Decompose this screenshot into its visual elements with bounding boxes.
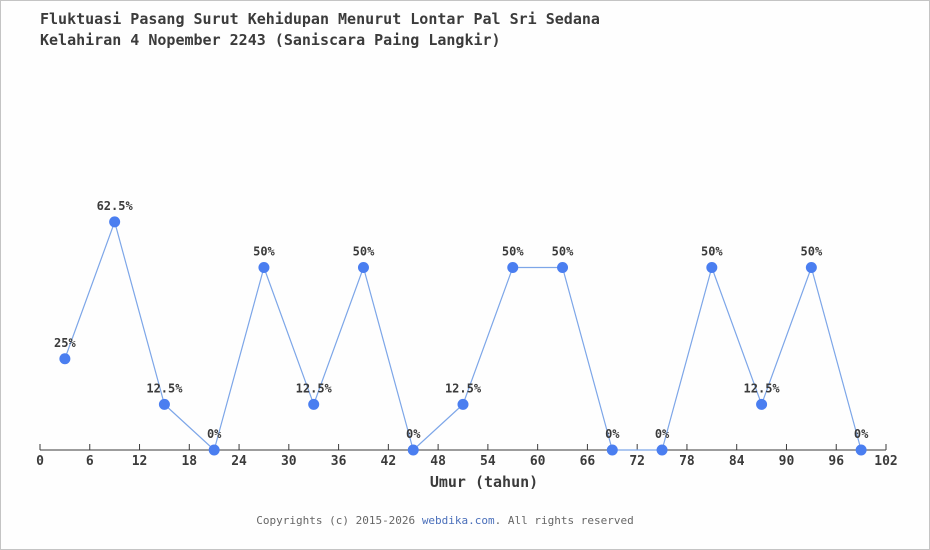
- data-point-marker: [756, 398, 768, 410]
- x-axis-tick-label: 96: [828, 454, 844, 469]
- data-point-marker: [557, 262, 569, 273]
- x-axis-tick-label: 78: [679, 454, 695, 469]
- data-point-marker: [855, 444, 867, 456]
- x-axis-tick-label: 0: [36, 454, 44, 469]
- chart-title-line2: Kelahiran 4 Nopember 2243 (Saniscara Pai…: [40, 31, 501, 49]
- data-point-label: 50%: [552, 245, 574, 259]
- x-axis-tick-label: 12: [132, 454, 148, 469]
- data-point-label: 50%: [502, 245, 524, 259]
- data-point-marker: [258, 262, 270, 273]
- data-point-marker: [507, 262, 519, 273]
- x-axis-tick-label: 66: [580, 454, 596, 469]
- chart-title: Fluktuasi Pasang Surut Kehidupan Menurut…: [40, 9, 600, 51]
- data-point-marker: [805, 262, 817, 273]
- data-point-label: 0%: [406, 427, 421, 441]
- data-point-label: 0%: [854, 427, 869, 441]
- data-point-label: 50%: [801, 245, 823, 259]
- x-axis-tick-label: 84: [729, 454, 745, 469]
- x-axis-tick-label: 6: [86, 454, 94, 469]
- data-point-label: 50%: [701, 245, 723, 259]
- data-line: [64, 219, 862, 452]
- data-point-marker: [457, 398, 469, 410]
- copyright-text-prefix: Copyrights (c) 2015-2026: [256, 514, 422, 527]
- x-axis-tick-label: 54: [480, 454, 496, 469]
- x-axis-tick-label: 72: [629, 454, 645, 469]
- data-point-label: 62.5%: [97, 199, 134, 213]
- copyright-footer: Copyrights (c) 2015-2026 webdika.com. Al…: [0, 514, 890, 527]
- x-axis-title: Umur (tahun): [430, 473, 538, 491]
- data-point-label: 12.5%: [296, 381, 333, 395]
- data-point-marker: [59, 353, 71, 365]
- x-axis-tick-label: 60: [530, 454, 546, 469]
- x-axis-tick-label: 36: [331, 454, 347, 469]
- x-axis-tick-label: 30: [281, 454, 297, 469]
- x-axis-tick-label: 102: [874, 454, 897, 469]
- x-axis-tick-label: 48: [430, 454, 446, 469]
- data-point-marker: [656, 444, 668, 456]
- data-point-label: 0%: [207, 427, 222, 441]
- data-point-marker: [357, 262, 369, 273]
- data-point-marker: [308, 398, 320, 410]
- data-point-label: 0%: [655, 427, 670, 441]
- data-point-marker: [208, 444, 220, 456]
- data-point-label: 12.5%: [445, 381, 482, 395]
- data-point-marker: [158, 398, 170, 410]
- data-point-marker: [407, 444, 419, 456]
- copyright-text-suffix: . All rights reserved: [494, 514, 634, 527]
- x-axis-tick-label: 24: [231, 454, 247, 469]
- data-point-label: 12.5%: [146, 381, 183, 395]
- webdika-link[interactable]: webdika.com: [421, 514, 495, 527]
- data-point-label: 50%: [253, 245, 275, 259]
- x-axis-tick-label: 90: [779, 454, 795, 469]
- x-axis-tick-label: 18: [181, 454, 197, 469]
- data-point-marker: [706, 262, 718, 273]
- x-axis-tick-label: 42: [381, 454, 397, 469]
- data-point-label: 0%: [605, 427, 620, 441]
- data-point-label: 25%: [54, 336, 76, 350]
- data-point-marker: [109, 216, 121, 228]
- data-point-label: 50%: [353, 245, 375, 259]
- chart-title-line1: Fluktuasi Pasang Surut Kehidupan Menurut…: [40, 10, 600, 28]
- data-point-label: 12.5%: [744, 381, 781, 395]
- data-point-marker: [606, 444, 618, 456]
